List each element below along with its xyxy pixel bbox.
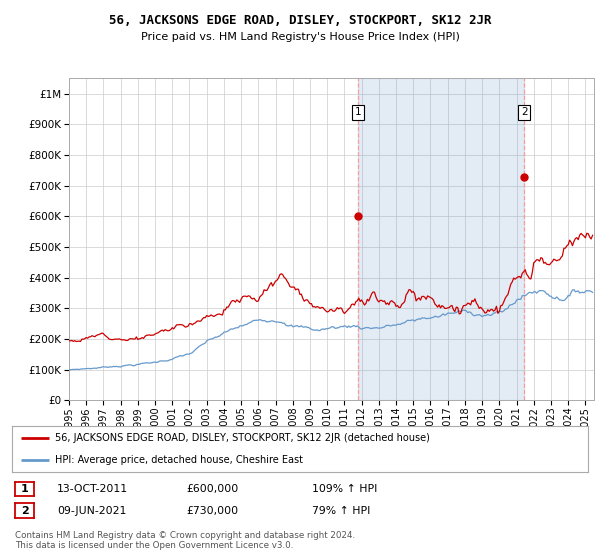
Text: HPI: Average price, detached house, Cheshire East: HPI: Average price, detached house, Ches… xyxy=(55,455,303,465)
Text: 1: 1 xyxy=(21,484,28,494)
Text: 13-OCT-2011: 13-OCT-2011 xyxy=(57,484,128,494)
Text: Contains HM Land Registry data © Crown copyright and database right 2024.
This d: Contains HM Land Registry data © Crown c… xyxy=(15,531,355,550)
Text: 109% ↑ HPI: 109% ↑ HPI xyxy=(312,484,377,494)
Text: Price paid vs. HM Land Registry's House Price Index (HPI): Price paid vs. HM Land Registry's House … xyxy=(140,32,460,43)
Text: 56, JACKSONS EDGE ROAD, DISLEY, STOCKPORT, SK12 2JR: 56, JACKSONS EDGE ROAD, DISLEY, STOCKPOR… xyxy=(109,14,491,27)
Bar xyxy=(358,78,524,400)
Text: 56, JACKSONS EDGE ROAD, DISLEY, STOCKPORT, SK12 2JR (detached house): 56, JACKSONS EDGE ROAD, DISLEY, STOCKPOR… xyxy=(55,433,430,444)
Text: 2: 2 xyxy=(521,107,527,117)
Text: 1: 1 xyxy=(355,107,361,117)
Text: £730,000: £730,000 xyxy=(186,506,238,516)
Text: 09-JUN-2021: 09-JUN-2021 xyxy=(57,506,127,516)
Text: 2: 2 xyxy=(21,506,28,516)
Text: £600,000: £600,000 xyxy=(186,484,238,494)
Text: 79% ↑ HPI: 79% ↑ HPI xyxy=(312,506,370,516)
